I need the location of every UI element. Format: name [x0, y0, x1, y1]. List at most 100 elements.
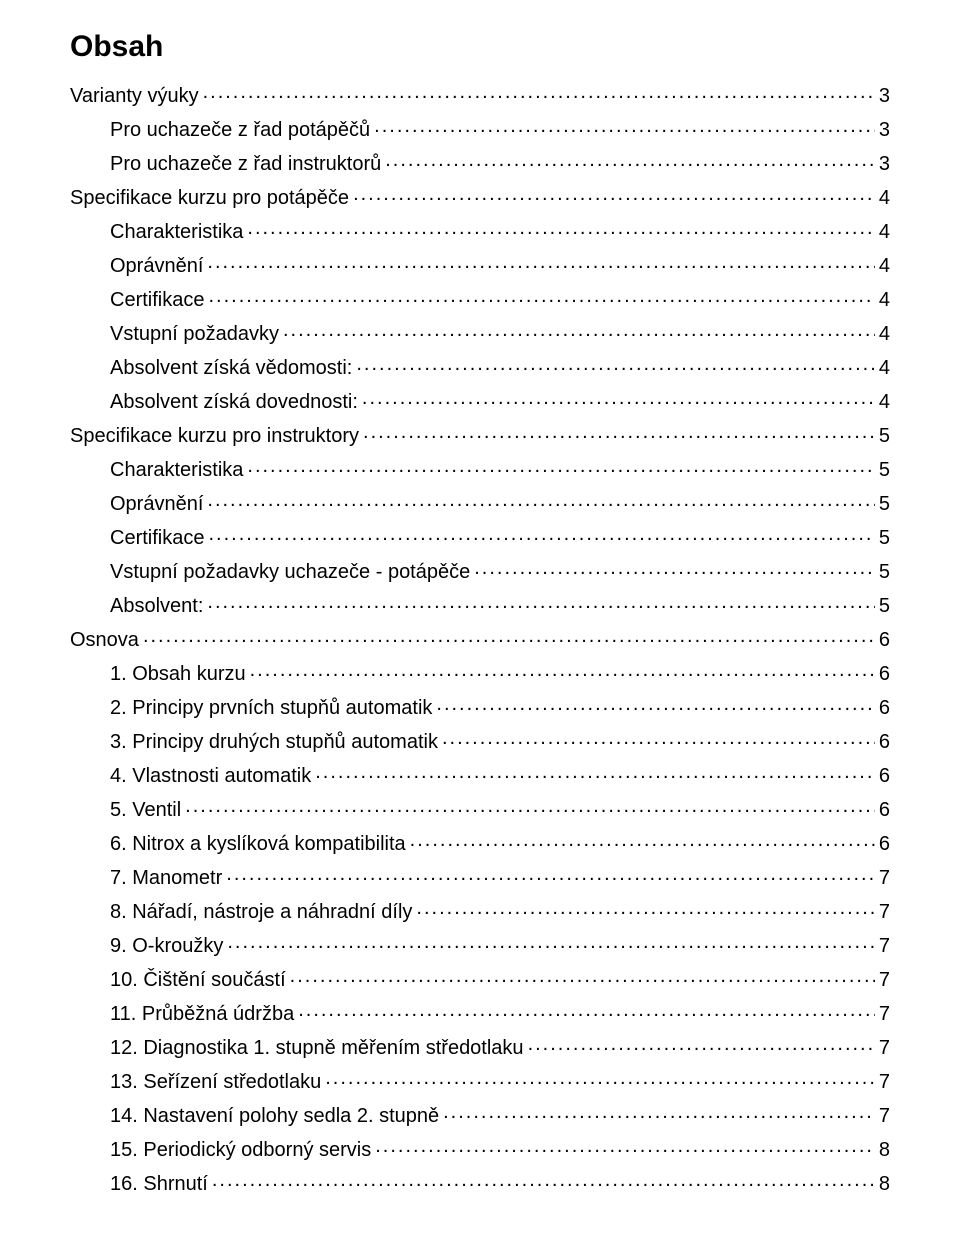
- toc-leader-dots: [283, 320, 875, 340]
- toc-entry-page: 5: [875, 528, 890, 548]
- toc-entry: Pro uchazeče z řad instruktorů 3: [110, 150, 890, 174]
- toc-entry-label: Pro uchazeče z řad potápěčů: [110, 120, 374, 140]
- toc-leader-dots: [375, 1136, 875, 1156]
- toc-entry-page: 4: [875, 290, 890, 310]
- toc-entry-page: 6: [875, 732, 890, 752]
- toc-entry-page: 6: [875, 664, 890, 684]
- toc-leader-dots: [208, 524, 874, 544]
- toc-leader-dots: [436, 694, 874, 714]
- toc-entry-page: 6: [875, 630, 890, 650]
- toc-leader-dots: [385, 150, 875, 170]
- toc-entry: Osnova 6: [70, 626, 890, 650]
- toc-leader-dots: [203, 82, 875, 102]
- toc-entry-label: Vstupní požadavky uchazeče - potápěče: [110, 562, 474, 582]
- toc-entry-label: Pro uchazeče z řad instruktorů: [110, 154, 385, 174]
- toc-entry-label: Osnova: [70, 630, 143, 650]
- toc-entry-label: Charakteristika: [110, 460, 247, 480]
- toc-entry: Vstupní požadavky 4: [110, 320, 890, 344]
- toc-entry: 8. Nářadí, nástroje a náhradní díly7: [110, 898, 890, 922]
- toc-entry: 1. Obsah kurzu6: [110, 660, 890, 684]
- toc-entry-label: Oprávnění: [110, 494, 207, 514]
- toc-entry: Absolvent získá vědomosti:4: [110, 354, 890, 378]
- toc-leader-dots: [528, 1034, 875, 1054]
- toc-entry-page: 5: [875, 426, 890, 446]
- toc-entry-label: 13. Seřízení středotlaku: [110, 1072, 325, 1092]
- toc-entry: 10. Čištění součástí 7: [110, 966, 890, 990]
- toc-entry-label: Vstupní požadavky: [110, 324, 283, 344]
- toc-entry-label: Oprávnění: [110, 256, 207, 276]
- toc-leader-dots: [356, 354, 875, 374]
- toc-entry-page: 7: [875, 1106, 890, 1126]
- toc-entry-label: 2. Principy prvních stupňů automatik: [110, 698, 436, 718]
- toc-leader-dots: [443, 1102, 875, 1122]
- toc-entry-page: 5: [875, 460, 890, 480]
- toc-leader-dots: [315, 762, 875, 782]
- toc-entry-page: 4: [875, 256, 890, 276]
- toc-entry: Specifikace kurzu pro instruktory 5: [70, 422, 890, 446]
- toc-entry-page: 3: [875, 154, 890, 174]
- toc-leader-dots: [325, 1068, 875, 1088]
- toc-entry: Oprávnění5: [110, 490, 890, 514]
- toc-entry-label: Charakteristika: [110, 222, 247, 242]
- toc-entry-page: 4: [875, 188, 890, 208]
- toc-leader-dots: [442, 728, 875, 748]
- toc-leader-dots: [410, 830, 875, 850]
- toc-entry: 14. Nastavení polohy sedla 2. stupně7: [110, 1102, 890, 1126]
- toc-entry-label: Specifikace kurzu pro potápěče: [70, 188, 353, 208]
- toc-entry: 11. Průběžná údržba7: [110, 1000, 890, 1024]
- toc-entry: Pro uchazeče z řad potápěčů3: [110, 116, 890, 140]
- toc-entry-label: Specifikace kurzu pro instruktory: [70, 426, 363, 446]
- toc-entry-page: 4: [875, 222, 890, 242]
- toc-entry: Certifikace 5: [110, 524, 890, 548]
- toc-leader-dots: [208, 286, 874, 306]
- toc-entry-page: 6: [875, 766, 890, 786]
- toc-entry-page: 5: [875, 562, 890, 582]
- toc-leader-dots: [207, 252, 874, 272]
- toc-entry-page: 3: [875, 86, 890, 106]
- toc-entry-label: Certifikace: [110, 528, 208, 548]
- toc-leader-dots: [247, 218, 874, 238]
- toc-leader-dots: [212, 1170, 875, 1190]
- toc-entry: Certifikace4: [110, 286, 890, 310]
- toc-entry-label: 10. Čištění součástí: [110, 970, 290, 990]
- toc-leader-dots: [374, 116, 875, 136]
- toc-leader-dots: [363, 422, 875, 442]
- toc-entry-label: 6. Nitrox a kyslíková kompatibilita: [110, 834, 410, 854]
- toc-entry-page: 7: [875, 970, 890, 990]
- toc-leader-dots: [474, 558, 875, 578]
- toc-title: Obsah: [70, 30, 890, 64]
- toc-leader-dots: [207, 592, 874, 612]
- toc-entry: 3. Principy druhých stupňů automatik 6: [110, 728, 890, 752]
- toc-entry-page: 8: [875, 1174, 890, 1194]
- toc-entry-label: 7. Manometr: [110, 868, 226, 888]
- toc-entry-page: 7: [875, 1072, 890, 1092]
- toc-entry-page: 6: [875, 698, 890, 718]
- toc-entry-label: Absolvent získá vědomosti:: [110, 358, 356, 378]
- toc-entry-page: 7: [875, 936, 890, 956]
- toc-entry: Varianty výuky3: [70, 82, 890, 106]
- toc-entry: 15. Periodický odborný servis8: [110, 1136, 890, 1160]
- toc-entry-label: 8. Nářadí, nástroje a náhradní díly: [110, 902, 416, 922]
- toc-entry-page: 4: [875, 392, 890, 412]
- toc-entry: Absolvent:5: [110, 592, 890, 616]
- toc-entry: Charakteristika 5: [110, 456, 890, 480]
- toc-leader-dots: [247, 456, 874, 476]
- toc-entry-label: 9. O-kroužky: [110, 936, 227, 956]
- toc-entry: 13. Seřízení středotlaku 7: [110, 1068, 890, 1092]
- toc-entry: 5. Ventil6: [110, 796, 890, 820]
- toc-leader-dots: [226, 864, 875, 884]
- toc-entry-page: 4: [875, 324, 890, 344]
- toc-entry: Oprávnění 4: [110, 252, 890, 276]
- toc-entry: Specifikace kurzu pro potápěče 4: [70, 184, 890, 208]
- toc-entry: 9. O-kroužky 7: [110, 932, 890, 956]
- toc-leader-dots: [353, 184, 875, 204]
- toc-entry-label: 11. Průběžná údržba: [110, 1004, 298, 1024]
- toc-entry: Vstupní požadavky uchazeče - potápěče 5: [110, 558, 890, 582]
- toc-leader-dots: [250, 660, 875, 680]
- toc-entry: 2. Principy prvních stupňů automatik 6: [110, 694, 890, 718]
- toc-entry-label: Absolvent:: [110, 596, 207, 616]
- toc-entry-label: 3. Principy druhých stupňů automatik: [110, 732, 442, 752]
- toc-leader-dots: [185, 796, 875, 816]
- toc-entry-label: Absolvent získá dovednosti:: [110, 392, 362, 412]
- toc-list: Varianty výuky3 Pro uchazeče z řad potápě…: [70, 82, 890, 1194]
